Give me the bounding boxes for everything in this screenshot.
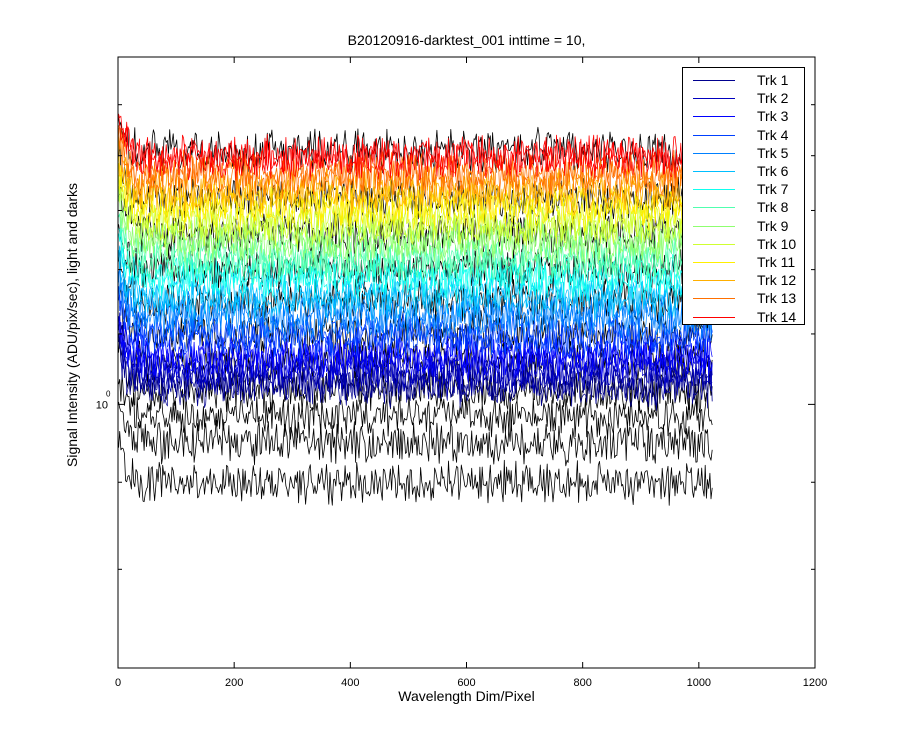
series-line-4 — [118, 290, 713, 357]
y-tick-label: 10 — [96, 399, 108, 411]
legend-label: Trk 4 — [757, 126, 789, 143]
legend-item: Trk 8 — [683, 198, 804, 216]
legend-label: Trk 13 — [757, 290, 797, 307]
legend-label: Trk 8 — [757, 199, 789, 216]
legend-label: Trk 14 — [757, 308, 797, 325]
legend-label: Trk 10 — [757, 235, 797, 252]
legend-swatch — [693, 316, 735, 318]
series-line-2-b — [118, 324, 713, 397]
series-line-14-b — [118, 114, 713, 182]
legend-label: Trk 12 — [757, 272, 797, 289]
legend-item: Trk 7 — [683, 180, 804, 198]
legend-label: Trk 7 — [757, 181, 789, 198]
legend-label: Trk 5 — [757, 144, 789, 161]
legend: Trk 1 Trk 2 Trk 3 Trk 4 Trk 5 Trk 6 Trk 7 Trk 8… — [682, 67, 805, 325]
series-line-6-b — [118, 245, 713, 322]
x-tick-label: 600 — [457, 677, 475, 689]
series-line-9-b — [118, 187, 713, 268]
x-tick-label: 1000 — [687, 677, 711, 689]
dark-trace-line — [118, 431, 713, 506]
y-tick-label-exponent: 0 — [106, 389, 111, 398]
series-line-7-b — [118, 228, 713, 304]
series-line-4-b — [118, 286, 713, 362]
legend-swatch — [693, 171, 735, 172]
legend-swatch — [693, 280, 735, 282]
series-line-1 — [118, 335, 713, 407]
legend-swatch — [693, 189, 735, 191]
x-axis-label: Wavelength Dim/Pixel — [398, 688, 535, 704]
x-tick-label: 0 — [115, 677, 121, 689]
legend-item: Trk 2 — [683, 89, 804, 107]
legend-item: Trk 13 — [683, 289, 804, 307]
legend-swatch — [693, 298, 735, 300]
x-tick-label: 1200 — [803, 677, 827, 689]
legend-item: Trk 11 — [683, 253, 804, 271]
legend-label: Trk 6 — [757, 163, 789, 179]
legend-item: Trk 1 — [683, 71, 804, 89]
legend-swatch — [693, 80, 735, 81]
dark-trace-line — [118, 401, 713, 467]
legend-item: Trk 10 — [683, 235, 804, 253]
legend-item: Trk 5 — [683, 144, 804, 162]
legend-label: Trk 2 — [757, 90, 789, 107]
legend-label: Trk 1 — [757, 72, 789, 88]
legend-swatch — [693, 207, 735, 209]
dark-trace-line — [118, 372, 713, 440]
series-line-10-b — [118, 174, 713, 250]
legend-label: Trk 9 — [757, 217, 789, 234]
y-axis-label: Signal Intensity (ADU/pix/sec), light an… — [64, 182, 80, 468]
legend-label: Trk 3 — [757, 108, 789, 125]
legend-item: Trk 3 — [683, 107, 804, 125]
legend-swatch — [693, 225, 735, 227]
series-line-3-b — [118, 316, 713, 383]
series-line-5-b — [118, 271, 713, 342]
x-tick-label: 800 — [573, 677, 591, 689]
legend-swatch — [693, 134, 735, 136]
x-tick-label: 400 — [341, 677, 359, 689]
legend-item: Trk 6 — [683, 162, 804, 180]
series-line-14 — [118, 113, 713, 179]
legend-item: Trk 9 — [683, 217, 804, 235]
legend-swatch — [693, 98, 735, 100]
x-tick-label: 200 — [225, 677, 243, 689]
series-line-11-b — [118, 162, 713, 233]
legend-label: Trk 11 — [757, 254, 796, 270]
legend-item: Trk 14 — [683, 308, 804, 326]
legend-swatch — [693, 152, 735, 154]
legend-item: Trk 12 — [683, 271, 804, 289]
series-line-12-b — [118, 136, 713, 217]
legend-item: Trk 4 — [683, 126, 804, 144]
legend-swatch — [693, 116, 735, 118]
legend-swatch — [693, 243, 735, 245]
legend-swatch — [693, 262, 735, 263]
chart-title: B20120916-darktest_001 inttime = 10, — [347, 32, 586, 48]
